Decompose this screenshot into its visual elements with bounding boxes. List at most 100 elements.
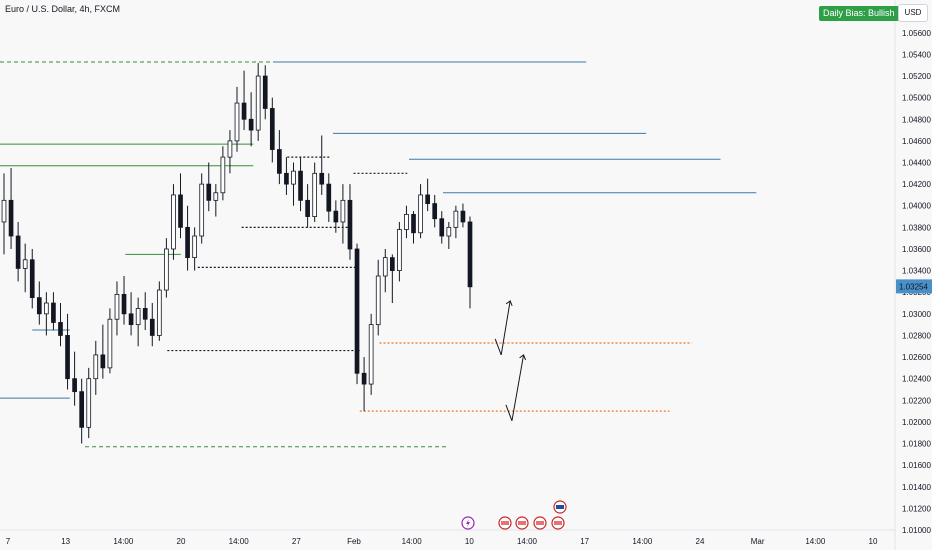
candle-body	[375, 275, 381, 326]
y-tick-label: 1.04800	[902, 115, 931, 124]
flag-stripes	[556, 505, 564, 509]
candle-body	[100, 354, 106, 369]
daily-bias-badge: Daily Bias: Bullish	[819, 6, 899, 21]
candle-body	[234, 102, 240, 142]
candle-body	[305, 199, 310, 217]
candle-body	[389, 257, 395, 271]
x-tick-label: Feb	[347, 537, 361, 546]
candle-body	[15, 235, 21, 269]
candle-body	[135, 308, 141, 326]
candle-body	[404, 213, 409, 230]
candle-body	[298, 170, 303, 201]
candle-body	[8, 199, 14, 237]
candle-body	[192, 235, 197, 259]
y-tick-label: 1.02600	[902, 353, 931, 362]
projection-arrow	[500, 300, 511, 355]
flag-stripes	[536, 521, 544, 525]
x-tick-label: 14:00	[805, 537, 826, 546]
candle-body	[467, 221, 473, 288]
candle-body	[446, 226, 452, 237]
candle-body	[171, 194, 176, 250]
candle-body	[291, 170, 296, 185]
lightning-bolt	[466, 519, 470, 527]
y-tick-label: 1.02200	[902, 396, 931, 405]
x-tick-label: 10	[465, 537, 474, 546]
price-tag-label: 1.03254	[899, 282, 928, 291]
flag-stripes	[554, 521, 562, 525]
candle-body	[340, 199, 346, 223]
candle-body	[368, 324, 374, 385]
y-tick-label: 1.02400	[902, 375, 931, 384]
candle-body	[361, 372, 367, 385]
y-tick-label: 1.05600	[902, 29, 931, 38]
candle-body	[397, 229, 402, 271]
y-tick-label: 1.05000	[902, 94, 931, 103]
candle-body	[432, 203, 438, 220]
candle-body	[439, 218, 445, 237]
y-tick-label: 1.04400	[902, 159, 931, 168]
candle-body	[128, 313, 134, 326]
candle-body	[65, 335, 70, 380]
candle-body	[326, 183, 332, 212]
flag-stripes	[501, 521, 509, 525]
candle-body	[255, 75, 261, 131]
y-tick-label: 1.01400	[902, 483, 931, 492]
candle-body	[453, 210, 459, 228]
candle-body	[319, 172, 325, 185]
projection-arrow	[511, 354, 525, 421]
candle-body	[79, 391, 85, 428]
chart-title: Euro / U.S. Dollar, 4h, FXCM	[5, 4, 121, 14]
candle-body	[347, 199, 353, 250]
y-tick-label: 1.05400	[902, 50, 931, 59]
currency-button[interactable]: USD	[898, 4, 928, 22]
arrow-head	[519, 354, 527, 361]
candle-body	[93, 354, 99, 380]
candle-body	[199, 183, 205, 237]
candle-body	[114, 293, 120, 320]
x-tick-label: 14:00	[517, 537, 538, 546]
candle-body	[227, 140, 233, 158]
x-tick-label: 14:00	[632, 537, 653, 546]
y-tick-label: 1.04200	[902, 180, 931, 189]
candle-body	[269, 108, 275, 150]
candle-body	[460, 210, 466, 223]
y-tick-label: 1.01800	[902, 440, 931, 449]
candle-body	[206, 183, 212, 201]
x-tick-label: 14:00	[113, 537, 134, 546]
candle-body	[411, 213, 416, 234]
y-tick-label: 1.02800	[902, 331, 931, 340]
y-tick-label: 1.03400	[902, 267, 931, 276]
candle-body	[164, 248, 169, 291]
candle-body	[220, 156, 226, 194]
projection-leg	[494, 338, 502, 356]
candle-body	[22, 259, 28, 269]
y-tick-label: 1.01600	[902, 461, 931, 470]
candle-body	[284, 172, 289, 185]
candle-body	[86, 378, 92, 428]
candle-body	[142, 308, 148, 320]
y-tick-label: 1.03800	[902, 223, 931, 232]
x-tick-label: 24	[696, 537, 705, 546]
candle-body	[382, 257, 388, 277]
x-tick-label: 7	[6, 537, 11, 546]
candle-body	[107, 318, 113, 369]
candle-body	[149, 318, 155, 336]
y-tick-label: 1.04600	[902, 137, 931, 146]
candle-body	[58, 322, 63, 336]
y-tick-label: 1.02000	[902, 418, 931, 427]
y-tick-label: 1.01200	[902, 504, 931, 513]
arrow-head	[505, 300, 513, 307]
candle-body	[44, 302, 49, 315]
candle-body	[418, 194, 423, 234]
y-tick-label: 1.03600	[902, 245, 931, 254]
candle-body	[156, 289, 162, 336]
x-tick-label: 14:00	[229, 537, 250, 546]
candle-body	[51, 302, 56, 323]
flag-stripes	[518, 521, 526, 525]
candle-body	[178, 194, 183, 228]
x-tick-label: 27	[292, 537, 301, 546]
candle-body	[185, 226, 190, 259]
y-tick-label: 1.05200	[902, 72, 931, 81]
